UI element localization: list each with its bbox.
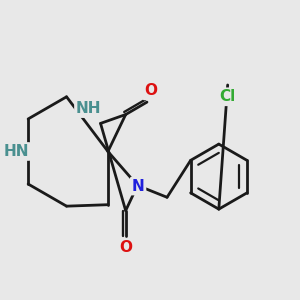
Text: NH: NH	[76, 101, 101, 116]
Text: O: O	[144, 83, 157, 98]
Text: HN: HN	[4, 144, 29, 159]
Text: Cl: Cl	[220, 89, 236, 104]
Text: N: N	[132, 178, 145, 194]
Text: O: O	[119, 240, 132, 255]
